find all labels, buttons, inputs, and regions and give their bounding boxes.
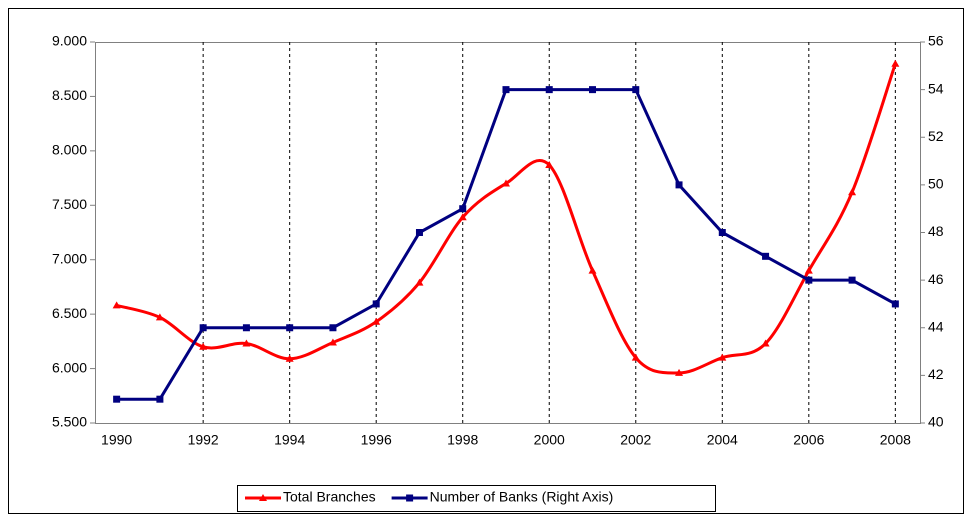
y2-tick-label: 48 (928, 223, 944, 239)
x-tick-label: 2002 (620, 432, 651, 448)
point-marker (415, 278, 424, 286)
point-marker (242, 339, 251, 347)
point-marker (848, 276, 856, 284)
point-marker (502, 86, 510, 94)
y2-tick-label: 54 (928, 80, 944, 96)
y-tick-label: 7.500 (52, 196, 87, 212)
y2-tick-label: 50 (928, 176, 944, 192)
y2-tick-label: 52 (928, 128, 944, 144)
y-tick-label: 8.500 (52, 87, 87, 103)
point-marker (545, 86, 553, 94)
point-marker (675, 181, 683, 189)
point-marker (761, 339, 770, 347)
legend-label: Total Branches (283, 489, 376, 505)
point-marker (675, 368, 684, 376)
point-marker (156, 395, 164, 403)
point-marker (891, 59, 900, 67)
point-marker (199, 324, 207, 332)
y-tick-label: 6.500 (52, 305, 87, 321)
x-tick-label: 1996 (361, 432, 392, 448)
point-marker (113, 395, 121, 403)
x-tick-label: 1990 (101, 432, 132, 448)
y2-tick-label: 40 (928, 414, 944, 430)
point-marker (848, 188, 857, 196)
y-tick-label: 5.500 (52, 414, 87, 430)
point-marker (372, 317, 381, 325)
point-marker (199, 342, 208, 350)
point-marker (762, 252, 770, 260)
point-marker (804, 266, 813, 274)
y2-tick-label: 46 (928, 271, 944, 287)
x-tick-label: 1992 (188, 432, 219, 448)
point-marker (372, 300, 380, 308)
point-marker (459, 205, 467, 213)
y-tick-label: 9.000 (52, 33, 87, 49)
x-tick-label: 1994 (274, 432, 305, 448)
point-marker (891, 300, 899, 308)
x-tick-label: 2004 (707, 432, 738, 448)
point-marker (545, 161, 554, 169)
point-marker (415, 229, 423, 236)
point-marker (631, 353, 640, 361)
point-marker (112, 301, 121, 309)
legend-box (237, 485, 716, 512)
point-marker (501, 179, 510, 187)
x-tick-label: 2008 (880, 432, 911, 448)
point-marker (329, 324, 337, 332)
point-marker (458, 213, 467, 221)
legend-marker (259, 494, 267, 501)
y-tick-label: 7.000 (52, 250, 87, 266)
point-marker (805, 276, 813, 284)
point-marker (589, 86, 597, 94)
series-line (116, 63, 897, 375)
point-marker (155, 313, 164, 321)
y-tick-label: 8.000 (52, 142, 87, 158)
y2-tick-label: 56 (928, 33, 944, 49)
x-tick-label: 1998 (447, 432, 478, 448)
legend-marker (406, 494, 414, 502)
x-tick-label: 2006 (793, 432, 824, 448)
point-marker (286, 324, 294, 332)
point-marker (718, 229, 726, 236)
y-tick-label: 6.000 (52, 359, 87, 375)
point-marker (588, 266, 597, 274)
point-marker (632, 86, 640, 94)
y2-tick-label: 44 (928, 318, 944, 334)
x-tick-label: 2000 (534, 432, 565, 448)
plot-area (95, 42, 921, 424)
point-marker (328, 338, 337, 346)
legend: Total Branches Number of Banks (Right Axi… (237, 485, 716, 512)
point-marker (285, 354, 294, 362)
point-marker (242, 324, 250, 332)
point-marker (718, 353, 727, 361)
y2-tick-label: 42 (928, 366, 944, 382)
legend-label: Number of Banks (Right Axis) (430, 489, 614, 505)
